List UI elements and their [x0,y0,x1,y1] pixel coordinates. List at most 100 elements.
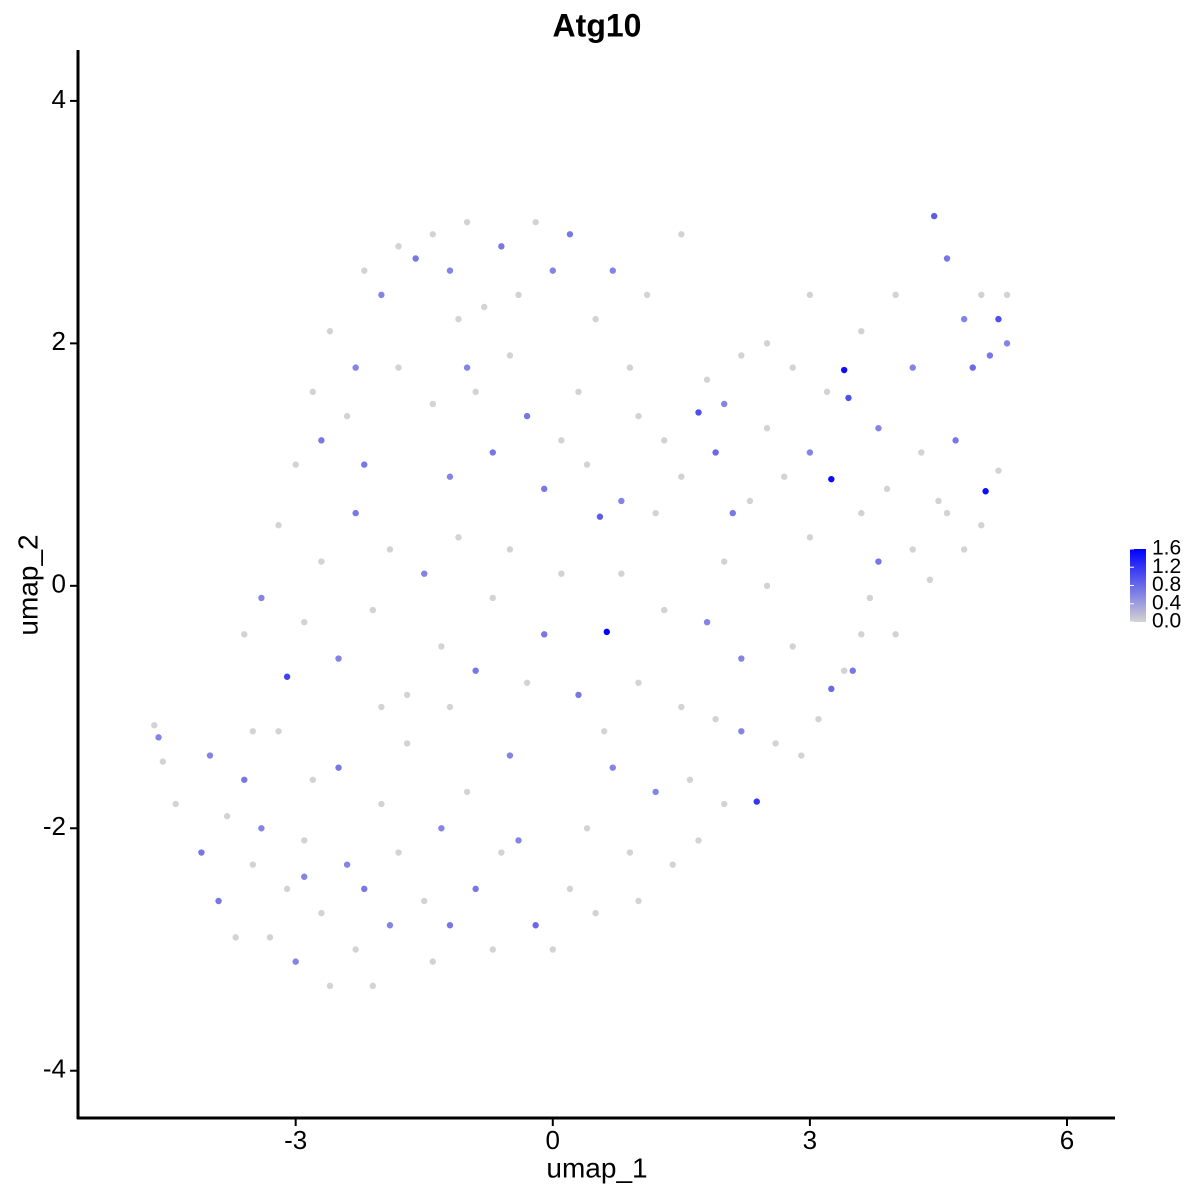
point [609,764,616,771]
point [995,315,1002,323]
point [378,703,385,711]
point [249,728,257,735]
point [541,485,548,493]
point [566,231,574,238]
points [151,212,1011,990]
point [806,449,814,456]
point [489,594,496,602]
point [840,667,848,674]
point [875,558,882,565]
point [960,315,968,323]
y-tick-label: 0 [52,569,66,599]
point [943,255,951,262]
point [463,364,471,371]
point [592,909,599,917]
point [378,800,385,808]
point [386,546,394,553]
point [601,728,608,735]
point [635,412,642,420]
point [283,673,291,680]
point [592,315,599,323]
point [695,837,702,844]
point [669,861,676,868]
point [661,437,668,444]
point [892,291,899,299]
point [506,352,514,359]
point [223,812,231,820]
point [678,473,685,480]
y-tick-label: -4 [43,1054,66,1084]
point [763,340,771,347]
point [249,861,257,868]
point [575,691,582,699]
point [738,728,745,735]
point [523,412,531,420]
y-tick-label: -2 [43,811,66,841]
point [858,631,865,638]
point [386,922,394,929]
point [1003,340,1011,347]
point [318,437,325,444]
point [258,594,265,602]
point [292,461,299,468]
point [412,255,419,262]
point [215,897,222,905]
point [549,946,556,953]
point [703,618,711,626]
point [429,400,437,408]
point [343,412,351,420]
point [472,667,479,674]
point [986,352,994,359]
point [515,837,522,844]
point [978,522,985,529]
point [532,218,539,226]
point [566,885,574,893]
point [352,364,359,371]
point [498,243,505,250]
point [395,849,402,856]
point [489,449,496,456]
point [395,243,402,250]
point [575,388,582,396]
point [695,409,702,416]
point [455,534,462,541]
point [678,703,685,711]
point [982,488,989,495]
point [845,394,852,402]
point [703,376,711,383]
point [326,328,334,335]
point [978,291,985,299]
point [463,218,471,226]
point [335,764,342,771]
point [283,885,291,893]
y-tick-label: 4 [52,84,66,114]
point [429,958,437,965]
point [738,655,745,662]
point [823,388,831,396]
point [643,291,651,299]
x-tick-label: 0 [546,1125,560,1155]
chart-title: Atg10 [553,7,642,43]
point [935,497,942,505]
point [438,643,445,650]
point [395,364,402,371]
point [952,437,959,444]
point [763,425,771,432]
point [438,825,445,832]
point [883,485,891,493]
point [798,752,805,759]
point [583,461,591,468]
point [206,752,214,759]
point [541,631,548,638]
point [515,291,522,299]
point [498,849,505,856]
point [828,685,835,693]
point [421,570,428,577]
point [720,558,728,565]
point [172,800,179,808]
y-tick-label: 2 [52,326,66,356]
point [421,897,428,905]
point [266,934,274,941]
point [892,631,899,638]
point [720,800,728,808]
